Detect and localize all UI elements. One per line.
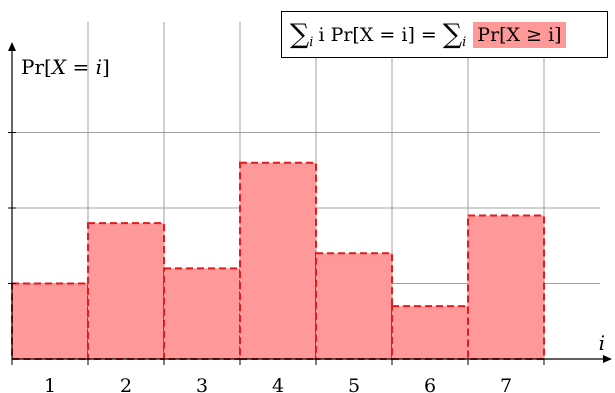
x-tick-label-4: 4 [272, 375, 284, 393]
bar-5 [315, 252, 393, 360]
sum-subscript: i [309, 35, 314, 50]
formula-box: ∑ i i Pr[X = i] = ∑ i Pr[X ≥ i] [281, 11, 608, 58]
bar-6 [391, 305, 469, 360]
bar-1 [11, 282, 89, 360]
x-tick-label-2: 2 [120, 375, 132, 393]
bar-7 [467, 214, 545, 360]
y-axis-arrow [8, 42, 16, 51]
x-axis-arrow [603, 355, 612, 363]
x-tick-labels: 1 2 3 4 5 6 7 [44, 375, 512, 393]
axes [8, 42, 612, 365]
x-tick-label-7: 7 [500, 375, 512, 393]
sum-subscript-2: i [462, 35, 467, 50]
x-tick-label-5: 5 [348, 375, 360, 393]
y-axis-label: Pr[X = i] [21, 55, 110, 79]
bar-2 [87, 222, 165, 360]
x-tick-label-1: 1 [44, 375, 56, 393]
bar-3 [163, 267, 241, 360]
bars [11, 161, 545, 360]
x-tick-label-3: 3 [196, 375, 208, 393]
x-tick-label-6: 6 [424, 375, 436, 393]
sum-symbol-2: ∑ [442, 19, 463, 50]
formula-rhs-highlight: Pr[X ≥ i] [473, 21, 566, 48]
sum-symbol: ∑ [290, 19, 310, 50]
formula-lhs: i Pr[X = i] = [318, 23, 437, 46]
x-axis-label: i [599, 331, 605, 355]
bar-4 [239, 161, 317, 360]
